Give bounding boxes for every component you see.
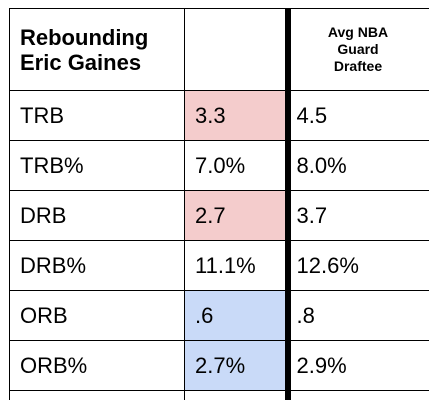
draftee-value: 3.7 bbox=[287, 190, 429, 241]
header-row: Rebounding Eric Gaines Avg NBA Guard Dra… bbox=[9, 8, 429, 91]
table-row: ORB% 2.7% 2.9% bbox=[9, 340, 429, 391]
stat-label: TRB% bbox=[9, 140, 185, 191]
table-row: DRB 2.7 3.7 bbox=[9, 190, 429, 241]
title-line-1: Rebounding bbox=[20, 24, 149, 50]
player-value: 11.1% bbox=[184, 240, 291, 291]
table-row: DRB% 11.1% 12.6% bbox=[9, 240, 429, 291]
draftee-value: .8 bbox=[287, 290, 429, 341]
table-row: TRB% 7.0% 8.0% bbox=[9, 140, 429, 191]
stat-label: DRB bbox=[9, 190, 185, 241]
draftee-header-line-2: Guard bbox=[337, 41, 379, 57]
table-row: TRB 3.3 4.5 bbox=[9, 90, 429, 141]
draftee-value: 8.0% bbox=[287, 140, 429, 191]
draftee-header-line-3: Draftee bbox=[333, 58, 383, 74]
draftee-value: 2.9% bbox=[287, 340, 429, 391]
stat-label: DRB% bbox=[9, 240, 185, 291]
draftee-value: 12.6% bbox=[287, 240, 429, 291]
stat-label: ORB% bbox=[9, 340, 185, 391]
player-value: 2.7% bbox=[184, 340, 291, 391]
table-title: Rebounding Eric Gaines bbox=[9, 8, 185, 91]
table-row: ORB .6.8 bbox=[9, 290, 429, 341]
draftee-column-header: Avg NBA Guard Draftee bbox=[287, 8, 429, 91]
stats-grid: Rebounding Eric Gaines Avg NBA Guard Dra… bbox=[9, 8, 429, 400]
empty-cell bbox=[184, 390, 291, 400]
player-value: .6 bbox=[184, 290, 291, 341]
player-column-header bbox=[184, 8, 291, 91]
stat-label: ORB bbox=[9, 290, 185, 341]
draftee-header-line-1: Avg NBA bbox=[327, 24, 389, 40]
player-value: 2.7 bbox=[184, 190, 291, 241]
player-value: 3.3 bbox=[184, 90, 291, 141]
draftee-value: 4.5 bbox=[287, 90, 429, 141]
stat-label: TRB bbox=[9, 90, 185, 141]
player-value: 7.0% bbox=[184, 140, 291, 191]
table-row-cut-off bbox=[9, 390, 429, 400]
title-line-2: Eric Gaines bbox=[20, 49, 142, 75]
empty-cell bbox=[287, 390, 429, 400]
empty-cell bbox=[9, 390, 185, 400]
